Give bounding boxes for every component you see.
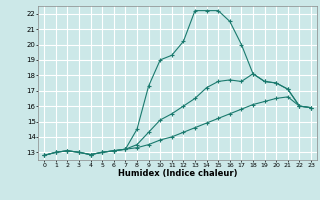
X-axis label: Humidex (Indice chaleur): Humidex (Indice chaleur) (118, 169, 237, 178)
